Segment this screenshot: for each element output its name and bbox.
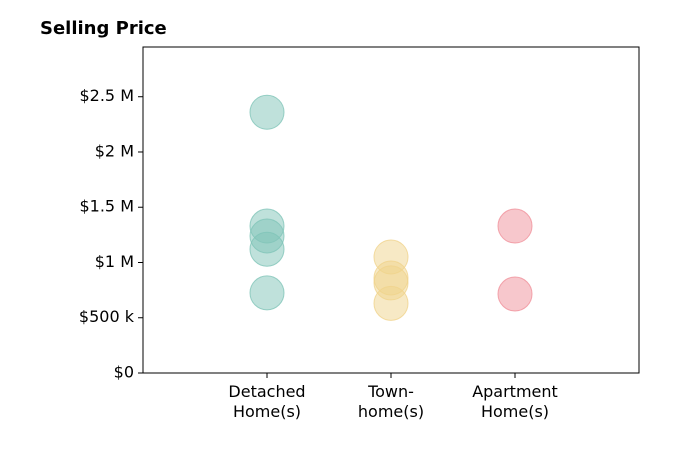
x-tick-label: Detached Home(s) bbox=[228, 382, 306, 421]
y-tick-label: $1.5 M bbox=[79, 197, 134, 216]
point bbox=[373, 285, 409, 321]
y-tick-label: $2.5 M bbox=[79, 86, 134, 105]
plot-frame bbox=[142, 46, 640, 374]
point bbox=[249, 94, 285, 130]
point bbox=[249, 275, 285, 311]
point bbox=[497, 276, 533, 312]
y-tick-label: $500 k bbox=[79, 307, 135, 326]
x-tick-label: Town-home(s) bbox=[357, 382, 425, 421]
y-tick-label: $0 bbox=[114, 363, 134, 382]
chart-title: Selling Price bbox=[40, 18, 167, 39]
y-tick-label: $2 M bbox=[95, 141, 134, 160]
point bbox=[497, 208, 533, 244]
x-tick-label: Apartment Home(s) bbox=[472, 382, 558, 421]
y-tick-label: $1 M bbox=[95, 252, 134, 271]
point bbox=[249, 231, 285, 267]
